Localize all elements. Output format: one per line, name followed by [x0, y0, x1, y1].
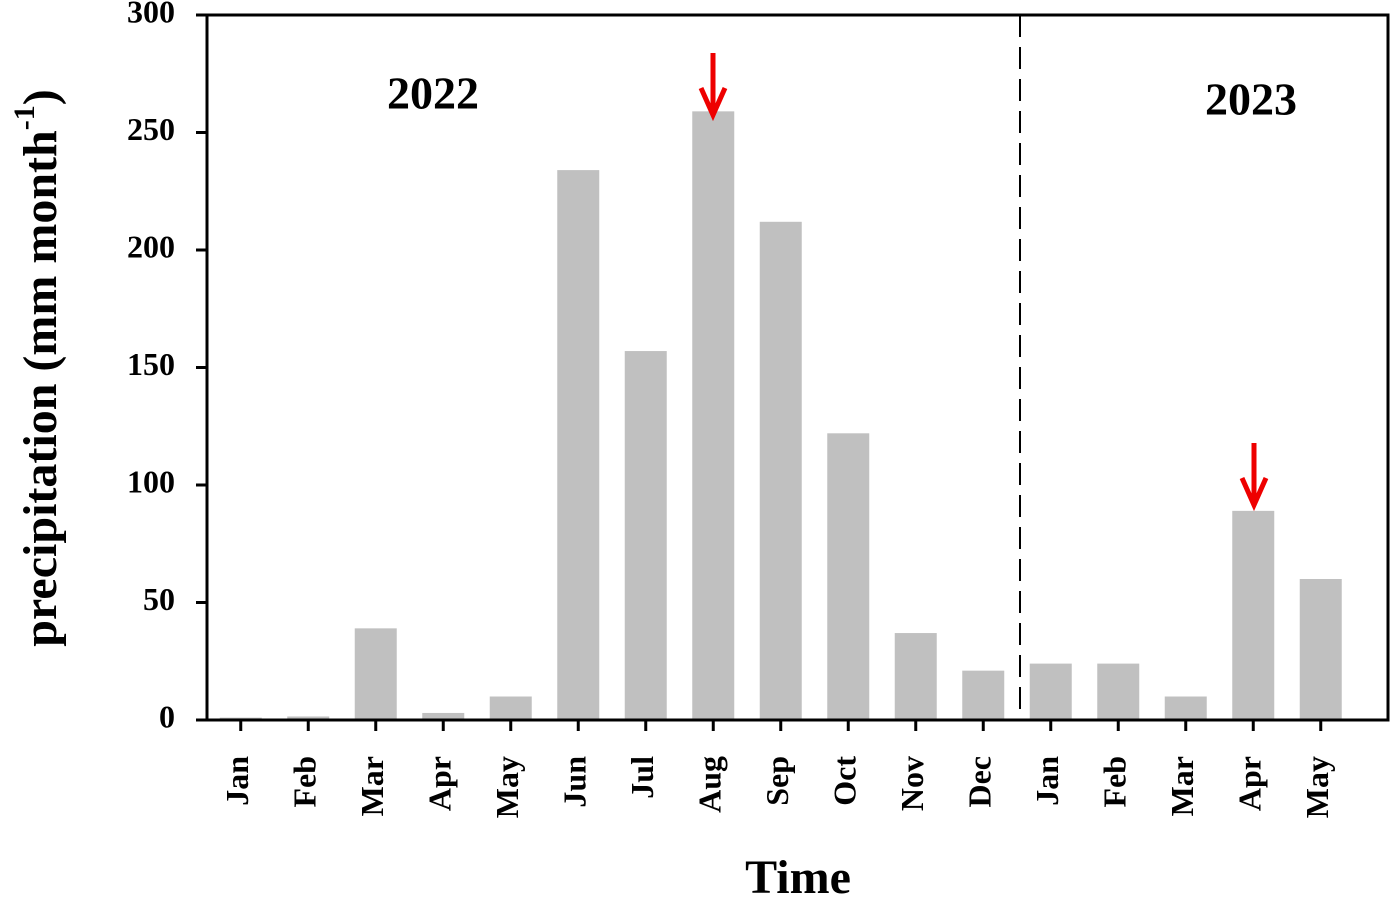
bar — [1029, 663, 1072, 720]
bar — [1164, 696, 1207, 720]
bar — [422, 712, 465, 720]
bar — [489, 696, 532, 720]
bar — [894, 633, 937, 720]
bar — [624, 351, 667, 720]
x-tick-label: Jun — [557, 756, 593, 808]
year-annotation: 2022 — [387, 68, 479, 119]
bar — [354, 628, 397, 720]
x-tick-label: Apr — [1232, 756, 1268, 811]
y-tick-label: 250 — [127, 111, 175, 147]
bar — [557, 170, 600, 721]
x-tick-label: Feb — [287, 756, 323, 808]
x-tick-label: Mar — [1164, 756, 1200, 816]
x-tick-label: May — [489, 756, 525, 818]
x-tick-label: Jul — [624, 756, 660, 799]
x-tick-label: May — [1299, 756, 1335, 818]
x-tick-label: Apr — [422, 756, 458, 811]
y-tick-label: 300 — [127, 0, 175, 29]
bar — [759, 221, 802, 721]
y-axis-title-superscript: -1 — [8, 105, 41, 130]
x-tick-label: Jan — [219, 756, 255, 806]
y-axis-title-text: precipitation (mm month — [14, 130, 67, 646]
x-tick-label: Nov — [894, 756, 930, 811]
x-tick-label: Mar — [354, 756, 390, 816]
year-annotation: 2023 — [1205, 74, 1297, 125]
bar — [1097, 663, 1140, 720]
plot: 0 50 100 150 200 250 300 Jan Feb Mar Apr May Jun Jul A… — [127, 0, 1342, 818]
plot-frame — [205, 13, 1390, 722]
y-tick-label: 0 — [159, 698, 175, 734]
bar — [287, 716, 330, 720]
y-tick-label: 150 — [127, 346, 175, 382]
x-axis-title: Time — [745, 851, 851, 904]
y-axis-title: precipitation (mm month-1) — [8, 89, 67, 646]
y-tick-label: 100 — [127, 463, 175, 499]
arrow — [698, 53, 728, 122]
y-tick-label: 50 — [143, 581, 175, 617]
arrow — [1239, 443, 1269, 512]
x-tick-label: Dec — [962, 756, 998, 808]
bar — [827, 433, 870, 720]
x-tick-label: Aug — [692, 756, 728, 813]
bar — [1232, 510, 1275, 720]
x-tick-label: Jan — [1029, 756, 1065, 806]
x-tick-label: Oct — [827, 756, 863, 806]
bar — [962, 670, 1005, 720]
y-axis-title-close: ) — [14, 89, 67, 105]
x-tick-label: Feb — [1097, 756, 1133, 808]
x-tick-label: Sep — [759, 756, 795, 806]
bar — [1299, 579, 1342, 720]
bar — [692, 111, 735, 721]
y-tick-label: 200 — [127, 228, 175, 264]
